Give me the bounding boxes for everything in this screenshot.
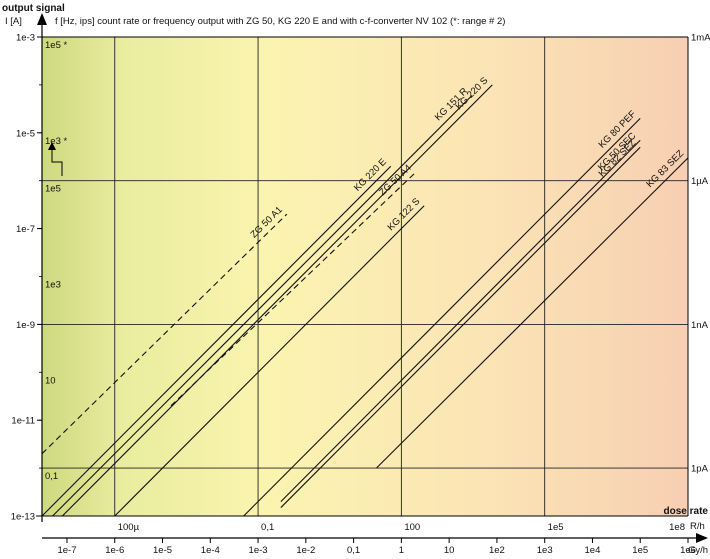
series-line bbox=[376, 157, 689, 469]
series-line bbox=[243, 117, 641, 517]
y-tick-label: 1e-3 bbox=[16, 33, 35, 44]
x-tick-label: 1e6 bbox=[680, 545, 696, 556]
series-line bbox=[280, 139, 641, 502]
x-tick-label: 1e4 bbox=[585, 545, 601, 556]
series-line bbox=[41, 165, 392, 517]
x-axis-arrow bbox=[696, 533, 708, 543]
chart-subtitle: f [Hz, ips] count rate or frequency outp… bbox=[55, 16, 505, 27]
y-axis-arrow bbox=[37, 13, 47, 25]
frequency-label: 1e5 * bbox=[45, 40, 67, 51]
x-tick-label: 1e3 bbox=[537, 545, 553, 556]
y-right-label: 1pA bbox=[691, 464, 709, 475]
plot-background bbox=[42, 37, 688, 516]
series-line bbox=[280, 146, 641, 508]
x-tick-label: 1 bbox=[399, 545, 404, 556]
left-axis-unit: I [A] bbox=[5, 16, 22, 27]
axes: 1e-3 1e-5 1e-7 1e-9 1e-11 1e-13 1mA 1µA 1nA 1pA 1e… bbox=[11, 25, 710, 556]
range-marker-line bbox=[51, 150, 63, 176]
frequency-label: 1e3 bbox=[45, 280, 61, 291]
y-right-label: 1mA bbox=[691, 33, 710, 44]
x-unit-rh: R/h bbox=[690, 521, 705, 532]
x-tick-label: 10 bbox=[444, 545, 455, 556]
y-tick-label: 1e-5 bbox=[16, 128, 35, 139]
x-tick-label: 1e2 bbox=[489, 545, 505, 556]
x-tick-label: 1e-2 bbox=[296, 545, 315, 556]
y-tick-label: 1e-11 bbox=[11, 416, 35, 427]
x-tick-label: 0,1 bbox=[347, 545, 360, 556]
series-line bbox=[114, 205, 425, 517]
series-line bbox=[41, 213, 288, 455]
x-tick-label: 1e-3 bbox=[249, 545, 268, 556]
x-axis-label: dose rate bbox=[664, 506, 709, 517]
x-unit-gyh: Gy/h bbox=[688, 545, 708, 556]
chart-title: output signal bbox=[2, 3, 65, 14]
x-rh-label: 0,1 bbox=[261, 522, 274, 533]
series-line bbox=[170, 171, 417, 407]
x-tick-label: 1e-5 bbox=[153, 545, 172, 556]
range-marker-arrow bbox=[48, 142, 56, 150]
frequency-label: 1e5 bbox=[45, 184, 61, 195]
y-right-label: 1nA bbox=[691, 320, 709, 331]
x-rh-label: 1e5 bbox=[548, 522, 564, 533]
grid bbox=[42, 37, 688, 516]
frequency-label: 1e3 * bbox=[45, 136, 67, 147]
y-tick-label: 1e-13 bbox=[11, 512, 35, 523]
y-tick-label: 1e-9 bbox=[16, 320, 35, 331]
series-group bbox=[41, 84, 689, 517]
y-tick-label: 1e-7 bbox=[16, 224, 35, 235]
frequency-label: 10 bbox=[45, 375, 56, 386]
series-line bbox=[61, 84, 493, 517]
x-tick-label: 1e-6 bbox=[105, 545, 124, 556]
y-right-label: 1µA bbox=[691, 176, 709, 187]
x-tick-label: 1e-4 bbox=[201, 545, 220, 556]
x-rh-label: 100 bbox=[404, 522, 420, 533]
series-line bbox=[52, 95, 473, 517]
x-tick-label: 1e-7 bbox=[57, 545, 76, 556]
x-tick-label: 1e5 bbox=[632, 545, 648, 556]
x-rh-label: 100µ bbox=[118, 522, 140, 533]
x-rh-label: 1e8 bbox=[669, 522, 685, 533]
frequency-label: 0,1 bbox=[45, 471, 58, 482]
